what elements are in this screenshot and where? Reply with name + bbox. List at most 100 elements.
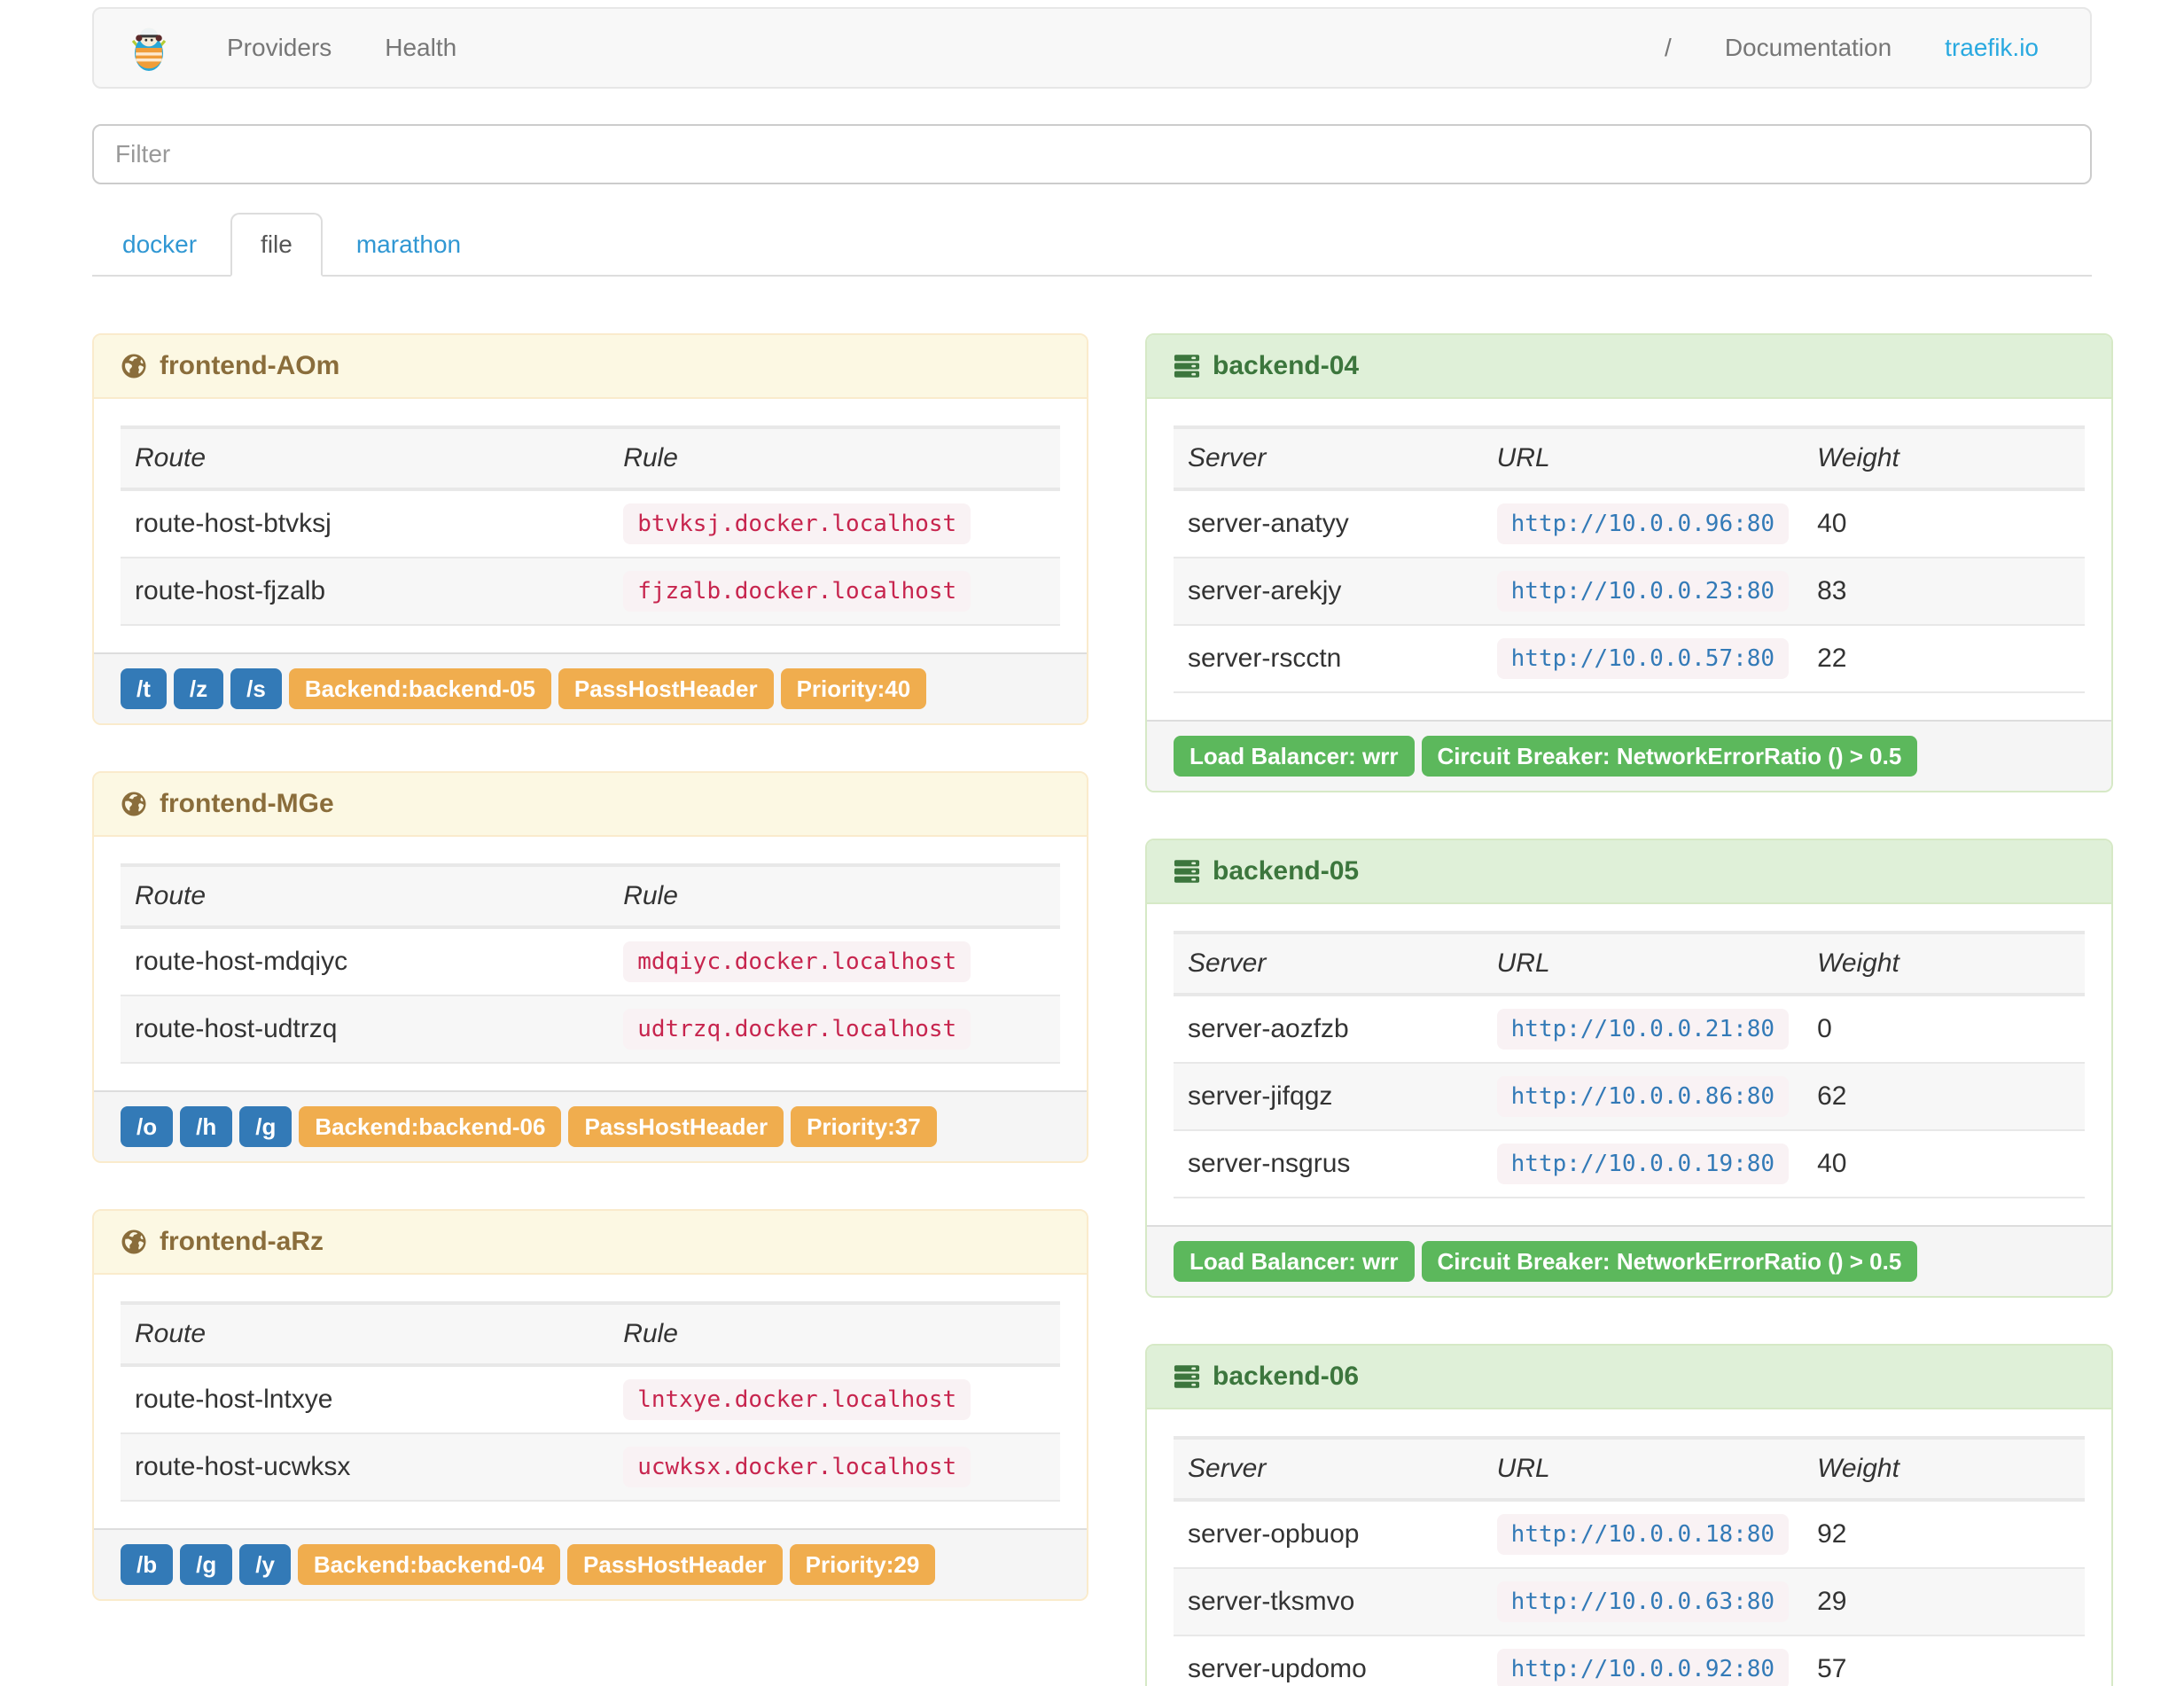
- route-column-header: Route: [121, 1301, 610, 1367]
- server-name: server-tksmvo: [1174, 1568, 1483, 1636]
- config-tag: Backend:backend-06: [299, 1106, 562, 1147]
- server-url-link[interactable]: http://10.0.0.57:80: [1496, 638, 1790, 679]
- rule-column-header: Rule: [609, 425, 1060, 491]
- backend-config-tag: Load Balancer: wrr: [1174, 736, 1415, 777]
- frontends-column: frontend-AOm Route Rule route-host-btvks…: [92, 333, 1088, 1647]
- frontend-panel-header: frontend-AOm: [94, 335, 1087, 399]
- config-tag: PassHostHeader: [567, 1544, 783, 1585]
- tab-file[interactable]: file: [230, 213, 323, 277]
- server-name: server-jifqgz: [1174, 1063, 1483, 1131]
- config-tag: Backend:backend-05: [288, 668, 551, 709]
- backend-panel-body: Server URL Weight server-opbuop http://1…: [1147, 1409, 2111, 1686]
- url-column-header: URL: [1482, 1436, 1804, 1502]
- backend-panel-header: backend-05: [1147, 840, 2111, 904]
- backend-title: backend-06: [1213, 1362, 1360, 1391]
- frontend-title: frontend-AOm: [160, 351, 340, 380]
- backends-column: backend-04 Server URL Weight server-anat…: [1145, 333, 2113, 1686]
- table-header-row: Route Rule: [121, 425, 1060, 491]
- frontend-title: frontend-MGe: [160, 789, 334, 818]
- frontend-panel-body: Route Rule route-host-mdqiyc mdqiyc.dock…: [94, 837, 1087, 1090]
- frontend-panel-header: frontend-MGe: [94, 773, 1087, 837]
- nav-traefik-io-link[interactable]: traefik.io: [1945, 34, 2039, 61]
- frontend-panel-body: Route Rule route-host-btvksj btvksj.dock…: [94, 399, 1087, 652]
- config-tag: Backend:backend-04: [297, 1544, 561, 1585]
- backend-panel-body: Server URL Weight server-anatyy http://1…: [1147, 399, 2111, 720]
- server-url-link[interactable]: http://10.0.0.63:80: [1496, 1581, 1790, 1622]
- server-row: server-anatyy http://10.0.0.96:80 40: [1174, 489, 2085, 558]
- server-row: server-arekjy http://10.0.0.23:80 83: [1174, 558, 2085, 626]
- server-name: server-nsgrus: [1174, 1130, 1483, 1198]
- backend-config-tag: Circuit Breaker: NetworkErrorRatio () > …: [1421, 736, 1918, 777]
- nav-health-link[interactable]: Health: [385, 34, 457, 61]
- servers-table: Server URL Weight server-aozfzb http://1…: [1174, 931, 2085, 1198]
- server-weight: 83: [1803, 558, 2085, 626]
- filter-bar: [92, 124, 2092, 184]
- server-column-header: Server: [1174, 1436, 1483, 1502]
- server-weight: 22: [1803, 625, 2085, 693]
- path-tag: /h: [180, 1106, 233, 1147]
- nav-slash-link[interactable]: /: [1665, 34, 1672, 61]
- table-header-row: Server URL Weight: [1174, 1436, 2085, 1502]
- route-name: route-host-lntxye: [121, 1365, 610, 1434]
- server-url-link[interactable]: http://10.0.0.96:80: [1496, 503, 1790, 544]
- server-url-link[interactable]: http://10.0.0.86:80: [1496, 1076, 1790, 1117]
- server-weight: 92: [1803, 1500, 2085, 1569]
- server-name: server-opbuop: [1174, 1500, 1483, 1569]
- tab-marathon[interactable]: marathon: [355, 230, 462, 258]
- backend-panel: backend-04 Server URL Weight server-anat…: [1145, 333, 2113, 792]
- server-url-link[interactable]: http://10.0.0.21:80: [1496, 1009, 1790, 1050]
- backend-panel-header: backend-04: [1147, 335, 2111, 399]
- rule-host-code: btvksj.docker.localhost: [623, 503, 971, 544]
- table-header-row: Server URL Weight: [1174, 425, 2085, 491]
- backend-config-tag: Load Balancer: wrr: [1174, 1241, 1415, 1282]
- rule-column-header: Rule: [609, 1301, 1060, 1367]
- route-name: route-host-mdqiyc: [121, 927, 610, 996]
- config-tag: Priority:29: [789, 1544, 936, 1585]
- url-column-header: URL: [1482, 425, 1804, 491]
- server-name: server-updomo: [1174, 1635, 1483, 1686]
- globe-icon: [121, 791, 147, 817]
- navbar: Providers Health / Documentation traefik…: [92, 7, 2092, 89]
- nav-documentation-link[interactable]: Documentation: [1724, 34, 1892, 61]
- backend-panel-footer: Load Balancer: wrr Circuit Breaker: Netwo…: [1147, 720, 2111, 791]
- backend-panel-header: backend-06: [1147, 1346, 2111, 1409]
- backend-title: backend-05: [1213, 856, 1360, 886]
- backend-title: backend-04: [1213, 351, 1360, 380]
- traefik-logo-icon[interactable]: [126, 23, 172, 73]
- backend-panel: backend-05 Server URL Weight server-aozf…: [1145, 839, 2113, 1298]
- filter-input[interactable]: [92, 124, 2092, 184]
- server-url-link[interactable]: http://10.0.0.92:80: [1496, 1649, 1790, 1686]
- servers-table: Server URL Weight server-anatyy http://1…: [1174, 425, 2085, 693]
- frontend-panel-footer: /t/z/s Backend:backend-05 PassHostHeader Pr…: [94, 652, 1087, 723]
- server-url-link[interactable]: http://10.0.0.19:80: [1496, 1144, 1790, 1184]
- server-url-link[interactable]: http://10.0.0.18:80: [1496, 1514, 1790, 1555]
- table-header-row: Route Rule: [121, 863, 1060, 929]
- config-tag: Priority:37: [791, 1106, 937, 1147]
- server-weight: 62: [1803, 1063, 2085, 1131]
- provider-content: frontend-AOm Route Rule route-host-btvks…: [92, 333, 2113, 1686]
- server-row: server-nsgrus http://10.0.0.19:80 40: [1174, 1130, 2085, 1198]
- config-tag: PassHostHeader: [568, 1106, 784, 1147]
- server-weight: 40: [1803, 489, 2085, 558]
- route-name: route-host-ucwksx: [121, 1433, 610, 1502]
- server-url-link[interactable]: http://10.0.0.23:80: [1496, 571, 1790, 612]
- server-row: server-tksmvo http://10.0.0.63:80 29: [1174, 1568, 2085, 1636]
- weight-column-header: Weight: [1803, 425, 2085, 491]
- routes-table: Route Rule route-host-mdqiyc mdqiyc.dock…: [121, 863, 1060, 1064]
- tab-docker[interactable]: docker: [122, 230, 198, 258]
- server-icon: [1174, 1363, 1200, 1390]
- frontend-title: frontend-aRz: [160, 1227, 324, 1256]
- route-row: route-host-fjzalb fjzalb.docker.localhos…: [121, 558, 1060, 626]
- table-header-row: Route Rule: [121, 1301, 1060, 1367]
- server-weight: 40: [1803, 1130, 2085, 1198]
- nav-providers-link[interactable]: Providers: [227, 34, 332, 61]
- path-tag: /b: [121, 1544, 174, 1585]
- route-row: route-host-ucwksx ucwksx.docker.localhos…: [121, 1433, 1060, 1502]
- server-row: server-aozfzb http://10.0.0.21:80 0: [1174, 995, 2085, 1064]
- config-tag: PassHostHeader: [558, 668, 774, 709]
- server-icon: [1174, 353, 1200, 379]
- frontend-panel: frontend-AOm Route Rule route-host-btvks…: [92, 333, 1088, 725]
- frontend-panel-footer: /b/g/y Backend:backend-04 PassHostHeader Pr…: [94, 1528, 1087, 1599]
- path-tag: /g: [180, 1544, 233, 1585]
